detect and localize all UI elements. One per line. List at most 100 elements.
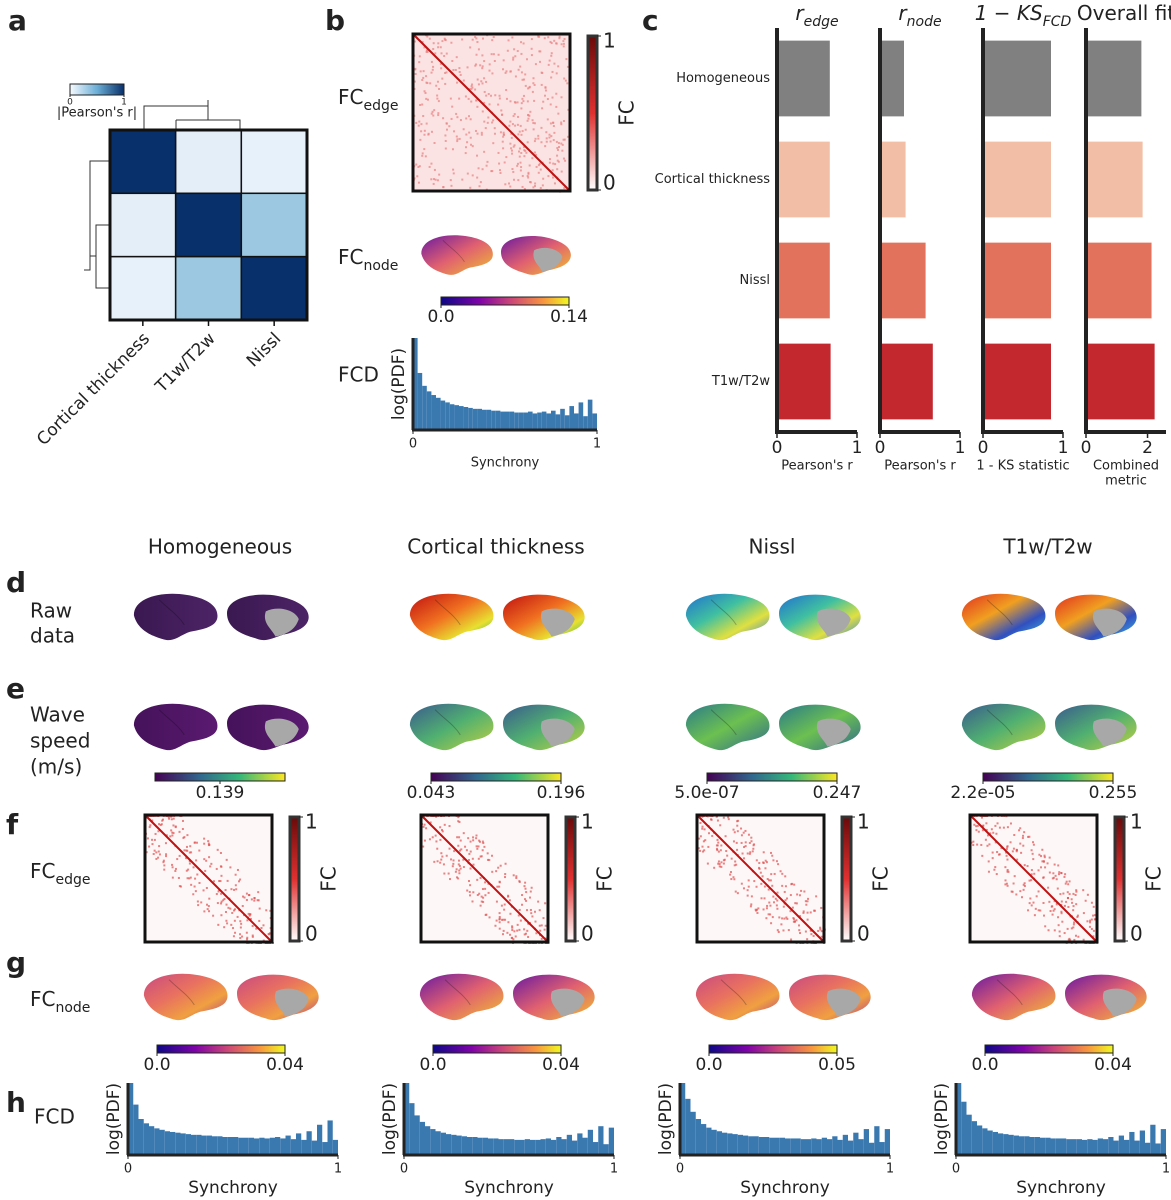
- heatmap-cell: [109, 129, 177, 195]
- fc-speck: [468, 852, 471, 855]
- fc-speck: [530, 47, 533, 50]
- fc-speck: [422, 825, 425, 828]
- fc-speck: [701, 827, 704, 830]
- histogram-bar: [164, 1131, 170, 1155]
- fc-speck: [504, 862, 507, 865]
- fc-speck: [707, 845, 710, 848]
- histogram-bar: [695, 1119, 701, 1155]
- fc-speck: [491, 39, 494, 42]
- fc-diagonal: [969, 814, 1098, 943]
- fc-speck: [451, 59, 454, 62]
- fc-speck: [514, 935, 517, 938]
- fc-speck: [225, 858, 228, 861]
- fc-speck: [268, 932, 271, 935]
- fc-speck: [973, 823, 976, 826]
- fc-speck: [532, 122, 535, 125]
- fc-speck: [1000, 847, 1003, 850]
- fc-speck: [215, 867, 218, 870]
- fc-speck: [537, 137, 540, 140]
- fc-speck: [241, 935, 244, 938]
- brain-sulcus: [434, 599, 461, 626]
- colorbar-tick-label: 1: [121, 98, 127, 108]
- fc-speck: [1069, 939, 1072, 942]
- fc-speck: [513, 113, 516, 116]
- x-tick-label: 0: [1081, 438, 1092, 458]
- fc-speck: [522, 94, 525, 97]
- histogram-bar: [748, 1136, 754, 1155]
- fc-speck: [809, 911, 812, 914]
- fc-speck: [1068, 893, 1071, 896]
- fc-speck: [790, 883, 793, 886]
- fc-speck: [527, 87, 530, 90]
- x-tick-label: 1: [852, 438, 863, 458]
- histogram-bar: [149, 1126, 155, 1155]
- fc-speck: [535, 153, 538, 156]
- fc-speck: [441, 77, 444, 80]
- fc-speck: [1088, 925, 1091, 928]
- fc-speck: [790, 938, 793, 941]
- fc-speck: [486, 858, 489, 861]
- histogram-bar: [546, 413, 551, 430]
- fc-speck: [220, 902, 223, 905]
- fc-speck: [423, 129, 426, 132]
- histogram-bar: [486, 409, 492, 430]
- fc-speck: [247, 894, 250, 897]
- fc-speck: [467, 880, 470, 883]
- fc-speck: [467, 859, 470, 862]
- fc-speck: [470, 100, 473, 103]
- fc-speck: [562, 42, 565, 45]
- histogram-bar: [509, 411, 515, 430]
- brain: [685, 593, 861, 641]
- fc-speck: [1023, 885, 1026, 888]
- fc-speck: [1030, 849, 1033, 852]
- fc-speck: [512, 938, 515, 941]
- fc-speck: [468, 88, 471, 91]
- fc-speck: [767, 888, 770, 891]
- fc-speck: [499, 131, 502, 134]
- fc-speck: [548, 59, 551, 62]
- fc-speck: [1064, 873, 1067, 876]
- histogram-bar: [1087, 1139, 1093, 1155]
- fc-speck: [504, 183, 507, 186]
- fc-speck: [820, 935, 823, 938]
- fc-speck: [784, 875, 787, 878]
- fc-speck: [698, 837, 701, 840]
- fc-speck: [701, 825, 704, 828]
- panel-letter: h: [6, 1086, 26, 1119]
- fc-speck: [716, 844, 719, 847]
- fc-speck: [1092, 914, 1095, 917]
- fc-speck: [541, 107, 544, 110]
- fc-speck: [437, 100, 440, 103]
- fc-speck: [507, 921, 510, 924]
- fc-speck: [223, 897, 226, 900]
- fc-speck: [746, 894, 749, 897]
- fc-speck: [736, 824, 739, 827]
- histogram-bar: [545, 1138, 551, 1155]
- fc-speck: [458, 67, 461, 70]
- histogram-bar: [583, 416, 588, 430]
- fc-speck: [975, 829, 978, 832]
- fc-speck: [422, 70, 425, 73]
- fc-speck: [423, 133, 426, 136]
- fc-speck: [419, 70, 422, 73]
- fc-speck: [503, 161, 506, 164]
- fc-speck: [981, 854, 984, 857]
- fc-speck: [563, 187, 566, 190]
- fc-speck: [760, 882, 763, 885]
- fc-speck: [258, 919, 261, 922]
- fc-speck: [470, 143, 473, 146]
- histogram-bar: [1145, 1142, 1151, 1155]
- fc-speck: [1090, 918, 1093, 921]
- fc-speck: [481, 849, 484, 852]
- colorbar-label: FC: [317, 866, 341, 891]
- fc-speck: [1012, 882, 1015, 885]
- fc-speck: [476, 894, 479, 897]
- fc-speck: [518, 130, 521, 133]
- x-axis-label: Synchrony: [471, 456, 540, 471]
- histogram-bar: [737, 1134, 743, 1155]
- fc-speck: [780, 923, 783, 926]
- histogram-bar: [551, 410, 556, 430]
- fc-speck: [269, 909, 272, 912]
- histogram-bar: [992, 1131, 998, 1155]
- fc-speck: [450, 858, 453, 861]
